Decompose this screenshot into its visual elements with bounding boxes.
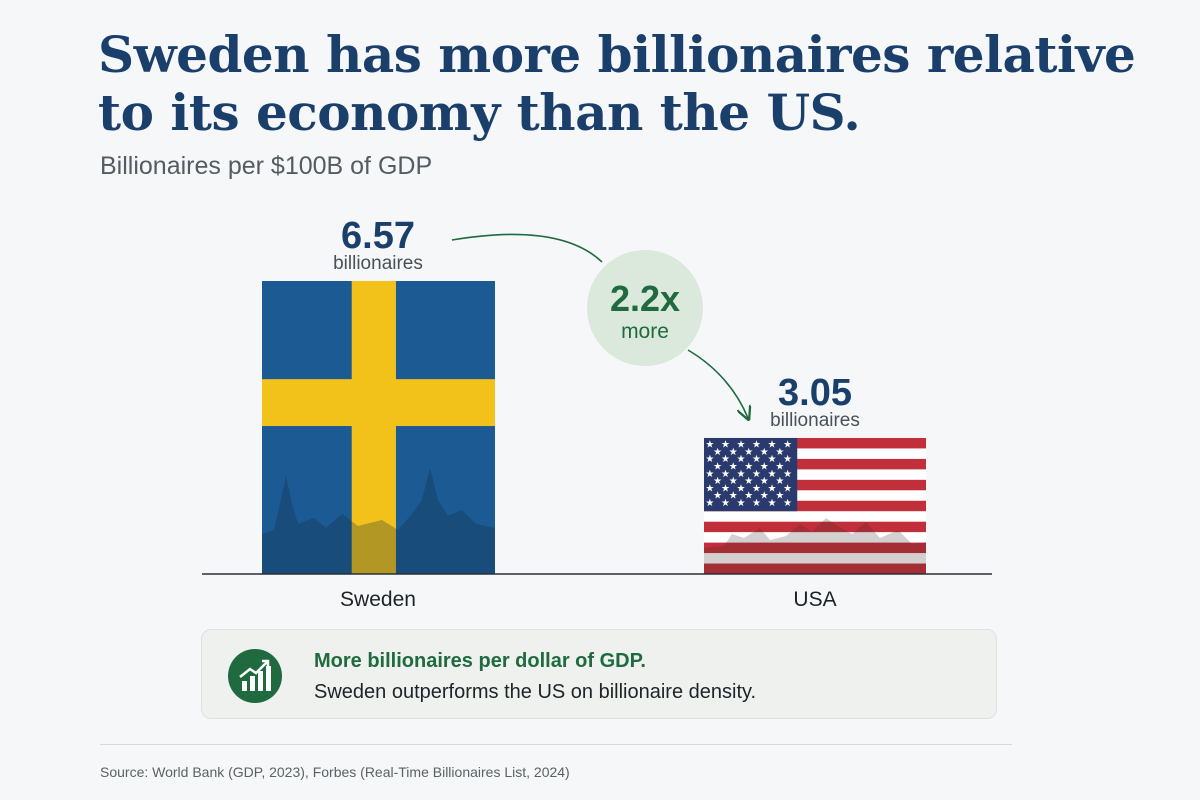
svg-text:★: ★ — [768, 439, 777, 450]
sweden-skyline-silhouette — [262, 468, 495, 574]
ratio-text: more — [621, 320, 669, 343]
data-label-sweden: 6.57 — [341, 215, 415, 257]
svg-text:★: ★ — [752, 483, 761, 494]
footer-divider — [100, 744, 1012, 745]
svg-text:★: ★ — [729, 491, 738, 502]
svg-text:★: ★ — [783, 483, 792, 494]
svg-text:★: ★ — [783, 498, 792, 509]
svg-text:★: ★ — [721, 454, 730, 465]
svg-text:★: ★ — [783, 469, 792, 480]
svg-text:★: ★ — [721, 469, 730, 480]
category-label-sweden: Sweden — [340, 588, 416, 611]
arrow-in — [451, 233, 603, 263]
svg-text:★: ★ — [721, 439, 730, 450]
chart-subtitle: Billionaires per $100B of GDP — [100, 152, 433, 180]
svg-text:★: ★ — [775, 491, 784, 502]
data-label-usa: 3.05 — [778, 372, 852, 414]
bar-sweden — [262, 281, 495, 574]
callout-heading: More billionaires per dollar of GDP. — [314, 650, 646, 672]
svg-text:★: ★ — [744, 447, 753, 458]
svg-text:★: ★ — [752, 469, 761, 480]
svg-text:★: ★ — [783, 454, 792, 465]
insight-callout: More billionaires per dollar of GDP. Swe… — [201, 629, 997, 719]
svg-text:★: ★ — [768, 483, 777, 494]
svg-text:★: ★ — [729, 461, 738, 472]
svg-text:★: ★ — [736, 469, 745, 480]
svg-text:★: ★ — [713, 476, 722, 487]
svg-text:★: ★ — [736, 454, 745, 465]
svg-text:★: ★ — [768, 498, 777, 509]
svg-text:★: ★ — [705, 454, 714, 465]
unit-label-usa: billionaires — [770, 410, 860, 431]
source-note: Source: World Bank (GDP, 2023), Forbes (… — [100, 764, 570, 780]
svg-text:★: ★ — [760, 491, 769, 502]
usa-skyline-silhouette — [704, 518, 926, 574]
svg-text:★: ★ — [713, 447, 722, 458]
category-label-usa: USA — [793, 588, 836, 611]
unit-label-sweden: billionaires — [333, 253, 423, 274]
svg-text:★: ★ — [752, 454, 761, 465]
svg-text:★: ★ — [775, 461, 784, 472]
svg-text:★: ★ — [729, 476, 738, 487]
svg-text:★: ★ — [752, 498, 761, 509]
ratio-value: 2.2x — [610, 278, 680, 319]
bar-chart: ★ ★ ★ ★ ★ ★★ ★ ★ ★ ★★ ★ ★ ★ ★ ★★ ★ ★ ★ ★★ ★ ★ ★ ★ ★★ ★ ★ ★ ★★ ★ ★ ★ ★ ★★… — [202, 215, 992, 611]
svg-text:★: ★ — [775, 447, 784, 458]
svg-text:★: ★ — [705, 469, 714, 480]
svg-text:★: ★ — [768, 469, 777, 480]
svg-text:★: ★ — [736, 483, 745, 494]
callout-body: Sweden outperforms the US on billionaire… — [314, 681, 757, 703]
svg-text:★: ★ — [744, 491, 753, 502]
arrow-out — [687, 349, 748, 418]
svg-text:★: ★ — [752, 439, 761, 450]
svg-text:★: ★ — [775, 476, 784, 487]
svg-text:★: ★ — [705, 498, 714, 509]
page-title: Sweden has more billionaires relative to… — [98, 25, 1136, 142]
svg-text:★: ★ — [729, 447, 738, 458]
svg-text:★: ★ — [744, 476, 753, 487]
svg-text:★: ★ — [705, 483, 714, 494]
svg-text:★: ★ — [736, 439, 745, 450]
svg-text:★: ★ — [760, 476, 769, 487]
svg-text:★: ★ — [768, 454, 777, 465]
svg-text:★: ★ — [760, 447, 769, 458]
svg-text:★: ★ — [721, 483, 730, 494]
svg-text:★: ★ — [736, 498, 745, 509]
bar-usa: ★ ★ ★ ★ ★ ★★ ★ ★ ★ ★★ ★ ★ ★ ★ ★★ ★ ★ ★ ★★ ★ ★ ★ ★ ★★ ★ ★ ★ ★★ ★ ★ ★ ★ ★★… — [704, 437, 926, 575]
svg-text:★: ★ — [705, 439, 714, 450]
svg-text:★: ★ — [760, 461, 769, 472]
trending-up-chart-icon — [228, 649, 282, 703]
svg-text:★: ★ — [721, 498, 730, 509]
svg-text:★: ★ — [713, 461, 722, 472]
svg-text:★: ★ — [783, 439, 792, 450]
svg-text:★: ★ — [744, 461, 753, 472]
svg-text:★: ★ — [713, 491, 722, 502]
ratio-bubble — [587, 250, 703, 366]
